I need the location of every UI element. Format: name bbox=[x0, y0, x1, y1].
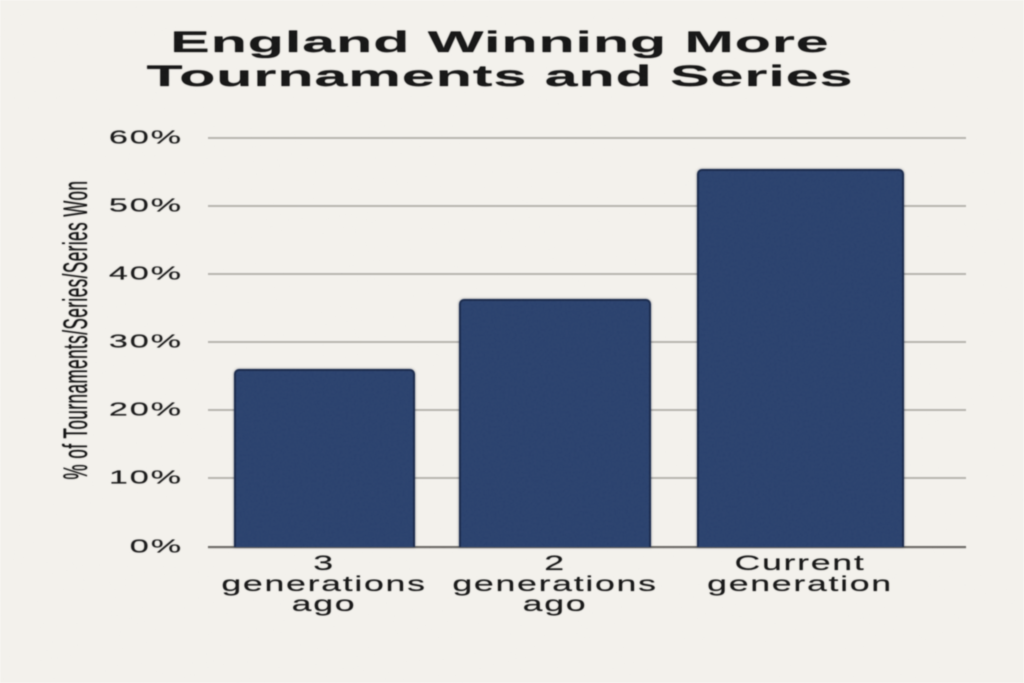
bar-3 bbox=[697, 168, 904, 548]
y-tick-label-60: 60% bbox=[108, 127, 183, 148]
y-tick-label-40: 40% bbox=[108, 263, 183, 284]
y-tick-label-20: 20% bbox=[108, 399, 183, 420]
chart-title: England Winning More Tournaments and Ser… bbox=[146, 26, 854, 93]
x-category-label-2: 2 generations ago bbox=[452, 552, 658, 616]
gridline-60 bbox=[207, 137, 966, 139]
bar-2 bbox=[459, 298, 651, 548]
x-category-label-1: 3 generations ago bbox=[221, 552, 427, 616]
y-tick-label-30: 30% bbox=[108, 331, 183, 352]
x-category-label-3: Current generation bbox=[707, 552, 894, 596]
y-tick-label-50: 50% bbox=[108, 195, 183, 216]
bar-1 bbox=[233, 369, 415, 548]
y-tick-label-10: 10% bbox=[108, 467, 183, 488]
y-tick-label-0: 0% bbox=[129, 536, 183, 556]
